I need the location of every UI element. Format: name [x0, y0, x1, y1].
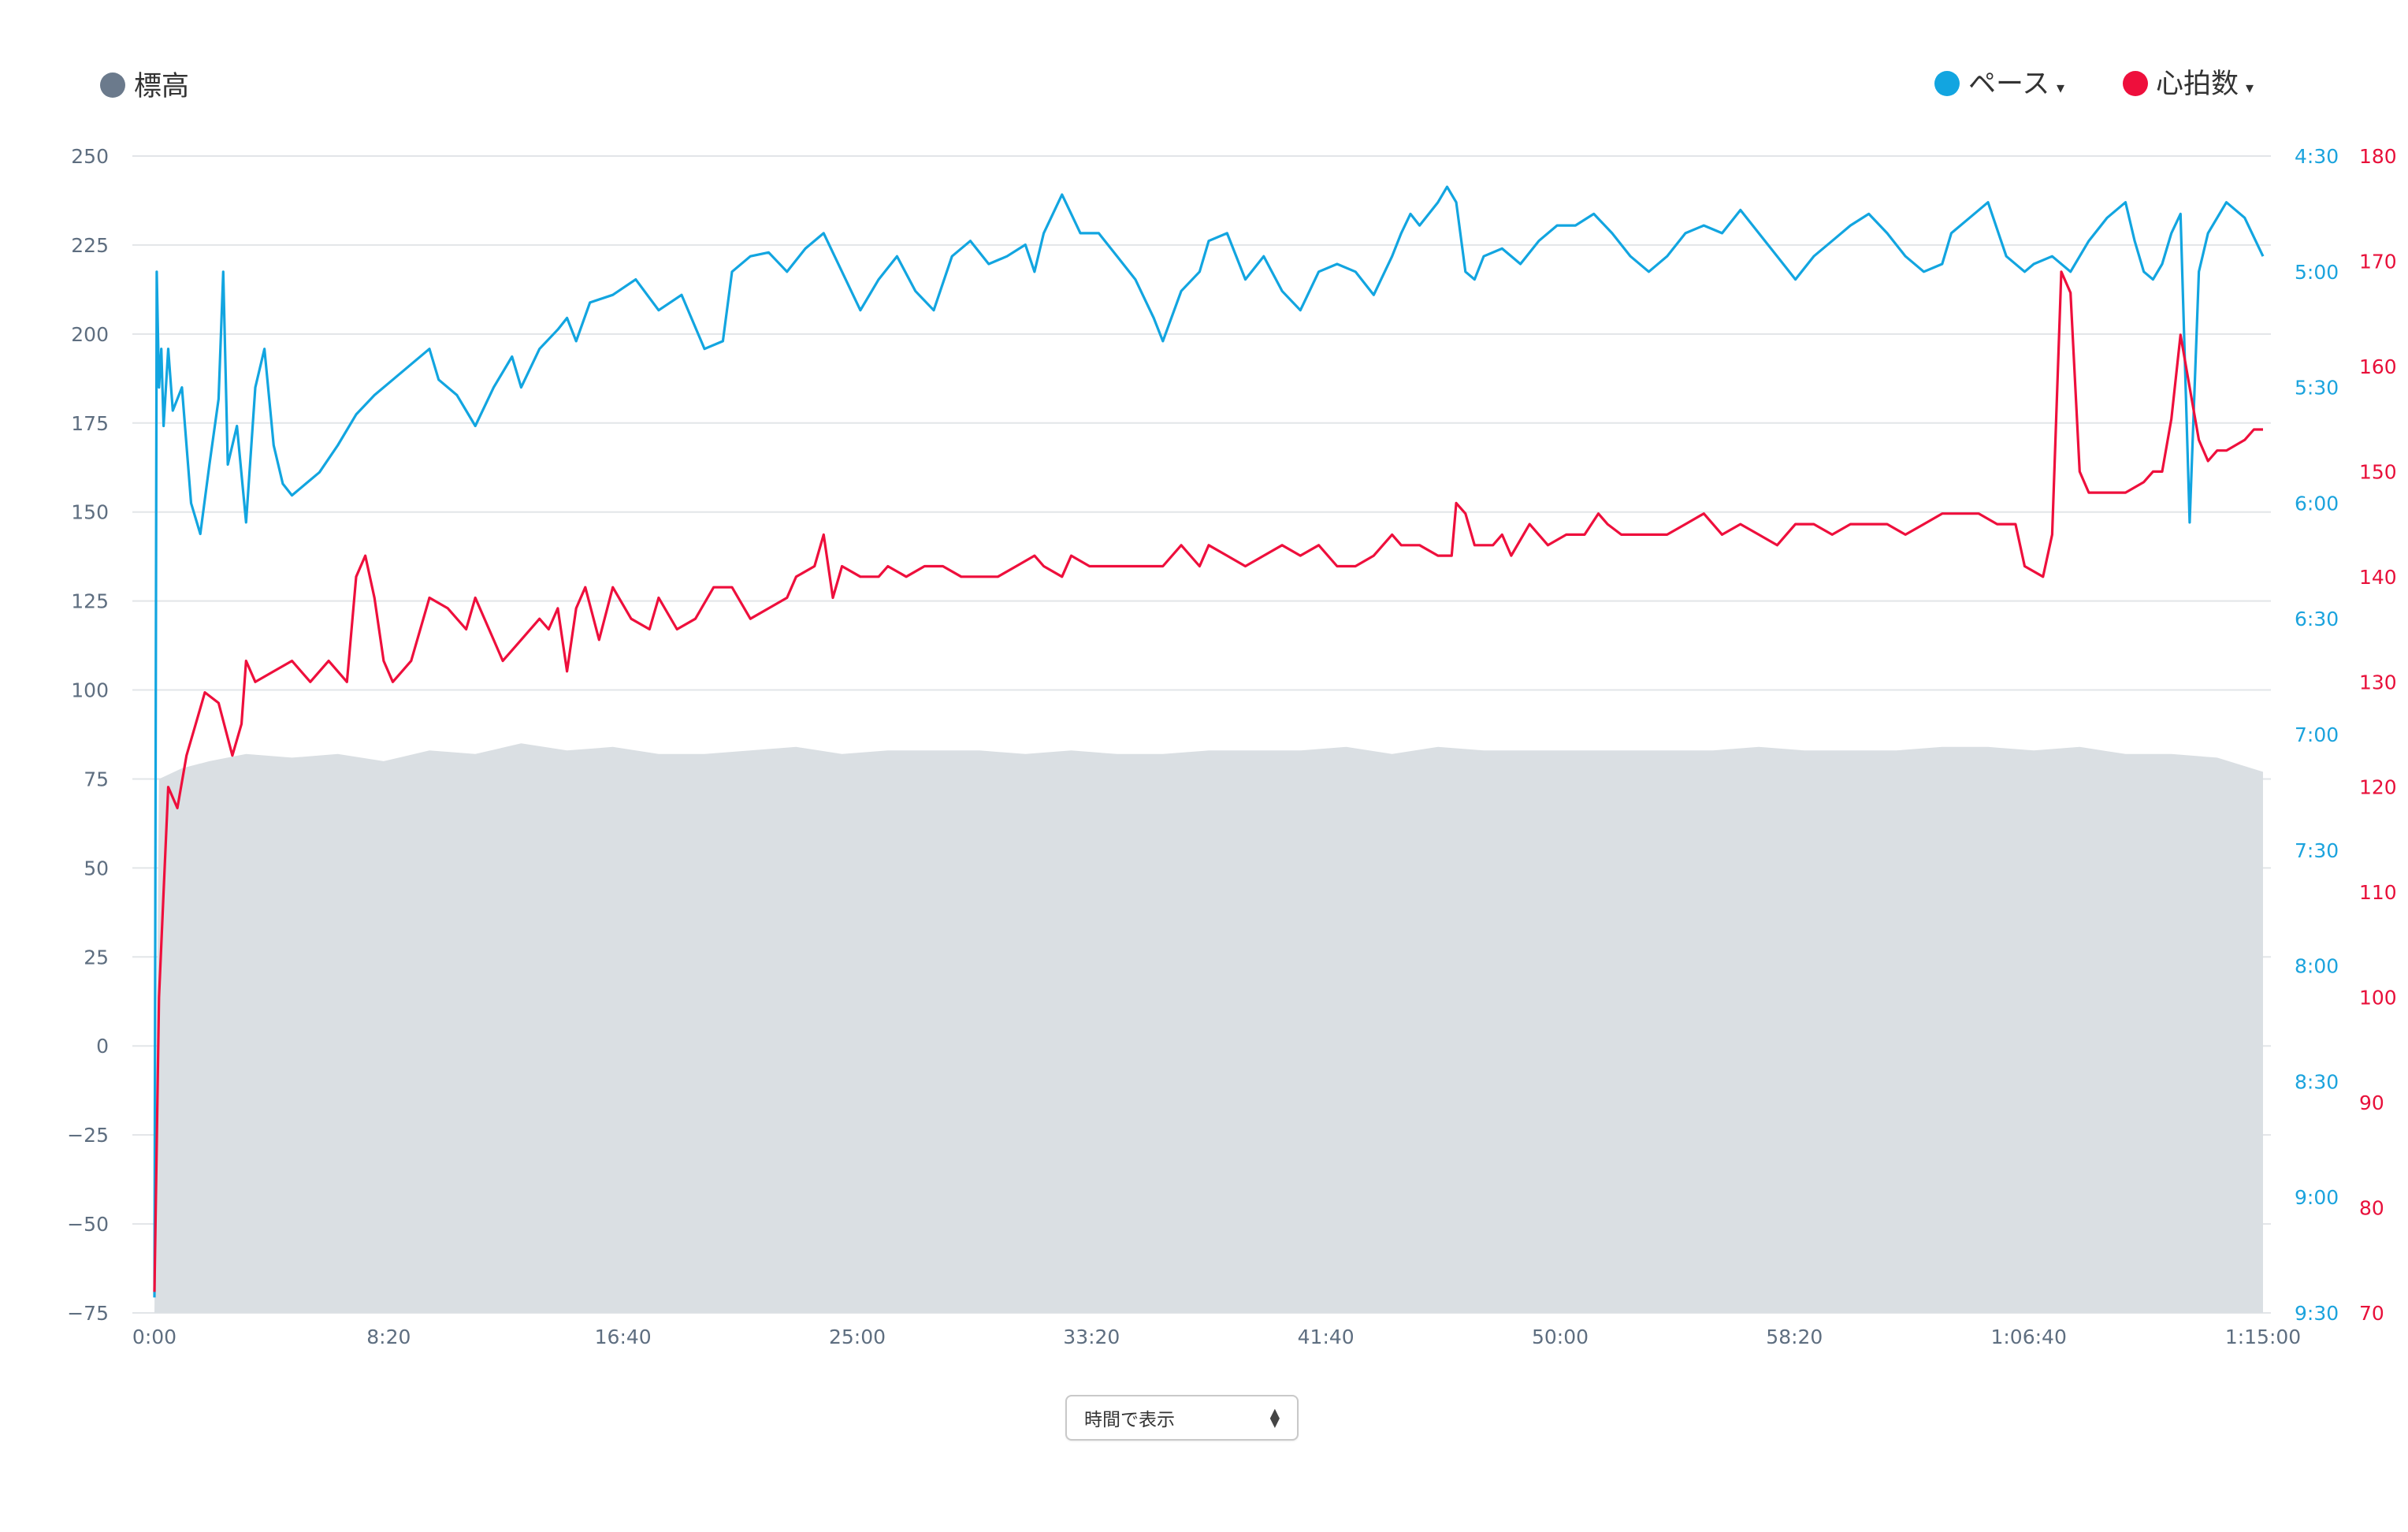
elevation-area	[154, 743, 2263, 1313]
hr-tick-label: 80	[2359, 1197, 2384, 1220]
time-tick-label: 8:20	[366, 1326, 411, 1348]
elevation-tick-label: 75	[84, 768, 109, 790]
pace-tick-label: 7:30	[2295, 839, 2339, 862]
elevation-tick-label: 250	[71, 145, 109, 168]
elevation-tick-label: 150	[71, 501, 109, 524]
elevation-tick-label: 125	[71, 590, 109, 613]
legend-item-pace[interactable]: ペース ▾	[1934, 69, 2064, 100]
hr-tick-label: 160	[2359, 355, 2397, 378]
pace-tick-label: 7:00	[2295, 723, 2339, 746]
elevation-tick-label: −50	[67, 1213, 109, 1236]
pace-dropdown-caret-icon[interactable]: ▾	[2057, 78, 2064, 97]
legend-item-heart-rate[interactable]: 心拍数 ▾	[2123, 69, 2254, 100]
pace-axis: 4:30 5:00 5:30 6:00 6:30 7:00 7:30 8:00 8:30 9:00…	[2295, 145, 2339, 1325]
hr-legend-dot	[2123, 71, 2148, 96]
pace-legend-dot	[1934, 71, 1960, 96]
time-tick-label: 16:40	[595, 1326, 652, 1348]
heart-rate-axis: 180 170 160 150 140 130 120 110 100 90 80 70	[2359, 145, 2397, 1325]
time-tick-label: 25:00	[829, 1326, 886, 1348]
hr-tick-label: 90	[2359, 1091, 2384, 1114]
elevation-tick-label: 225	[71, 234, 109, 257]
legend-item-elevation[interactable]: 標高	[100, 71, 189, 102]
hr-tick-label: 110	[2359, 881, 2397, 904]
time-tick-label: 33:20	[1063, 1326, 1120, 1348]
hr-tick-label: 100	[2359, 987, 2397, 1010]
elevation-tick-label: 200	[71, 323, 109, 346]
pace-tick-label: 6:00	[2295, 492, 2339, 515]
pace-tick-label: 8:00	[2295, 955, 2339, 978]
elevation-tick-label: −75	[67, 1302, 109, 1325]
time-tick-label: 1:15:00	[2225, 1326, 2301, 1348]
hr-legend-label: 心拍数	[2156, 69, 2239, 100]
pace-tick-label: 9:00	[2295, 1186, 2339, 1209]
elevation-tick-label: −25	[67, 1124, 109, 1147]
pace-legend-label: ペース	[1968, 69, 2049, 100]
pace-tick-label: 5:00	[2295, 261, 2339, 284]
pace-line	[153, 185, 2265, 1298]
time-tick-label: 1:06:40	[1990, 1326, 2066, 1348]
pace-tick-label: 4:30	[2295, 145, 2339, 168]
heart-rate-line	[153, 270, 2263, 1292]
hr-tick-label: 130	[2359, 671, 2397, 693]
elevation-tick-label: 50	[84, 857, 109, 879]
legend[interactable]: 標高 ペース ▾ 心拍数 ▾	[100, 69, 2254, 102]
pace-tick-label: 8:30	[2295, 1070, 2339, 1093]
pace-tick-label: 9:30	[2295, 1302, 2339, 1325]
hr-tick-label: 150	[2359, 460, 2397, 483]
hr-tick-label: 70	[2359, 1302, 2384, 1325]
view-mode-select[interactable]: 時間で表示 ▲ ▼	[1065, 1395, 1299, 1441]
elevation-tick-label: 0	[96, 1035, 109, 1058]
elevation-legend-dot	[100, 73, 125, 98]
series-lines	[153, 185, 2265, 1298]
pace-tick-label: 6:30	[2295, 608, 2339, 630]
time-tick-label: 0:00	[132, 1326, 177, 1348]
hr-tick-label: 140	[2359, 566, 2397, 589]
elevation-tick-label: 100	[71, 679, 109, 702]
view-mode-value: 時間で表示	[1084, 1410, 1175, 1430]
time-axis: 0:00 8:20 16:40 25:00 33:20 41:40 50:00 58:20 1:…	[132, 1326, 2301, 1348]
time-tick-label: 50:00	[1532, 1326, 1589, 1348]
hr-tick-label: 180	[2359, 145, 2397, 168]
hr-tick-label: 120	[2359, 776, 2397, 799]
hr-tick-label: 170	[2359, 250, 2397, 273]
elevation-legend-label: 標高	[134, 71, 189, 102]
pace-tick-label: 5:30	[2295, 377, 2339, 400]
elevation-area-path	[154, 743, 2263, 1313]
elevation-tick-label: 25	[84, 946, 109, 969]
hr-dropdown-caret-icon[interactable]: ▾	[2246, 78, 2254, 97]
time-tick-label: 58:20	[1766, 1326, 1823, 1348]
select-arrows-icon: ▲ ▼	[1269, 1405, 1280, 1430]
elevation-tick-label: 175	[71, 412, 109, 435]
time-tick-label: 41:40	[1298, 1326, 1354, 1348]
